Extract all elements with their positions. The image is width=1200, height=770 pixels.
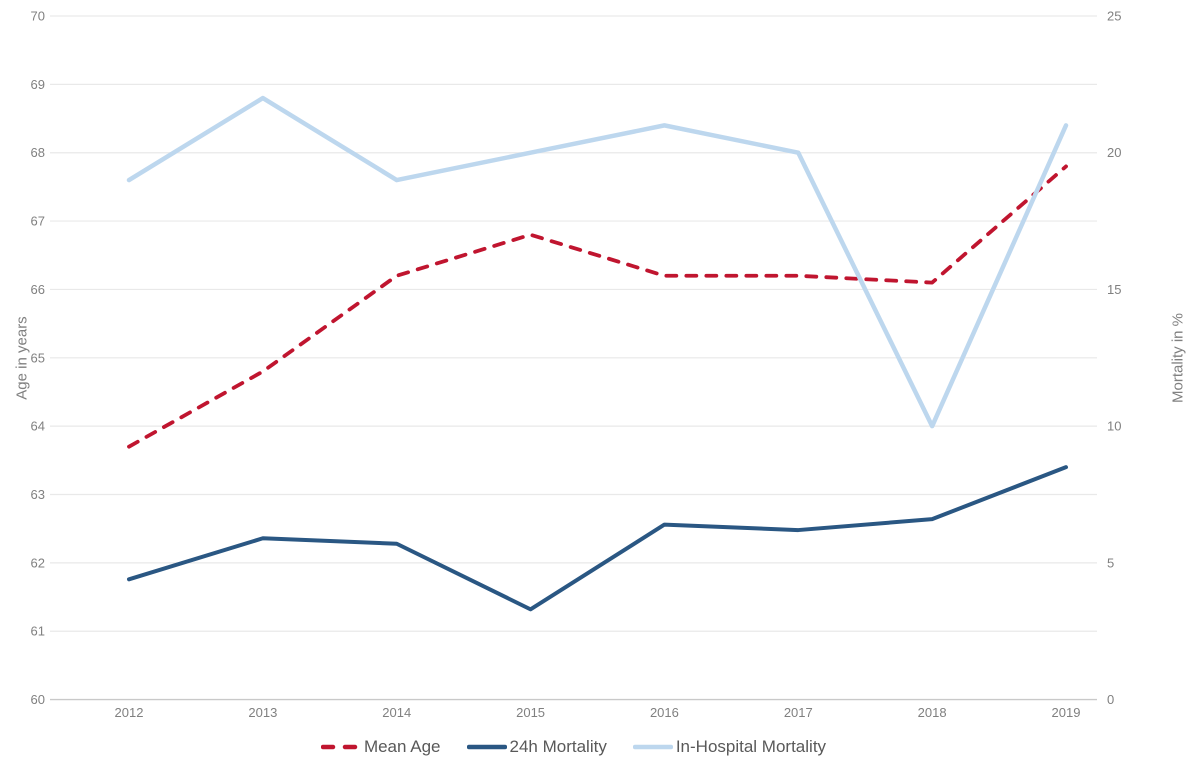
legend-label: In-Hospital Mortality xyxy=(675,737,827,756)
x-axis-tick-label: 2017 xyxy=(784,705,813,720)
right-axis-tick-label: 20 xyxy=(1107,145,1121,160)
legend-item-in-hospital-mortality: In-Hospital Mortality xyxy=(632,737,827,757)
series-line-mean-age xyxy=(127,164,1068,449)
left-axis-tick-label: 68 xyxy=(31,145,45,160)
legend-item-mean-age: Mean Age xyxy=(320,737,441,757)
left-axis-tick-label: 64 xyxy=(31,419,45,434)
right-axis-ticks: 0 5 10 15 20 25 xyxy=(1107,9,1121,708)
legend-line-sample-icon xyxy=(320,744,361,750)
x-axis-tick-label: 2019 xyxy=(1052,705,1081,720)
right-axis-tick-label: 25 xyxy=(1107,9,1121,24)
legend-line-sample-icon xyxy=(632,744,673,750)
left-axis-tick-label: 62 xyxy=(31,555,45,570)
right-axis-tick-label: 15 xyxy=(1107,282,1121,297)
left-axis-title: Age in years xyxy=(13,316,31,400)
x-axis-tick-label: 2016 xyxy=(650,705,679,720)
left-axis-tick-label: 69 xyxy=(31,77,45,92)
right-axis-tick-label: 0 xyxy=(1107,692,1114,707)
legend-item-24h-mortality: 24h Mortality xyxy=(466,737,607,757)
series-line-24h-mortality xyxy=(127,465,1068,612)
x-axis-ticks: 2012 2013 2014 2015 2016 2017 2018 2019 xyxy=(115,705,1081,720)
legend-label: Mean Age xyxy=(363,737,441,756)
left-axis-tick-label: 67 xyxy=(31,214,45,229)
chart-legend: Mean Age 24h Mortality In-Hospital Mortali… xyxy=(50,733,1097,761)
x-axis-tick-label: 2018 xyxy=(918,705,947,720)
x-axis-tick-label: 2014 xyxy=(382,705,411,720)
right-axis-title: Mortality in % xyxy=(1169,312,1187,404)
x-axis-tick-label: 2012 xyxy=(115,705,144,720)
right-axis-tick-label: 10 xyxy=(1107,419,1121,434)
legend-line-sample-icon xyxy=(466,744,507,750)
left-axis-tick-label: 63 xyxy=(31,487,45,502)
right-axis-tick-label: 5 xyxy=(1107,555,1114,570)
x-axis-tick-label: 2013 xyxy=(248,705,277,720)
left-axis-tick-label: 70 xyxy=(31,9,45,24)
legend-label: 24h Mortality xyxy=(509,737,607,756)
left-axis-tick-label: 61 xyxy=(31,624,45,639)
left-axis-tick-label: 60 xyxy=(31,692,45,707)
x-axis-tick-label: 2015 xyxy=(516,705,545,720)
left-axis-tick-label: 66 xyxy=(31,282,45,297)
gridlines: 60 61 62 63 64 65 66 67 68 69 70 xyxy=(31,9,1097,707)
left-axis-tick-label: 65 xyxy=(31,350,45,365)
series-line-in-hospital-mortality xyxy=(126,95,1069,429)
